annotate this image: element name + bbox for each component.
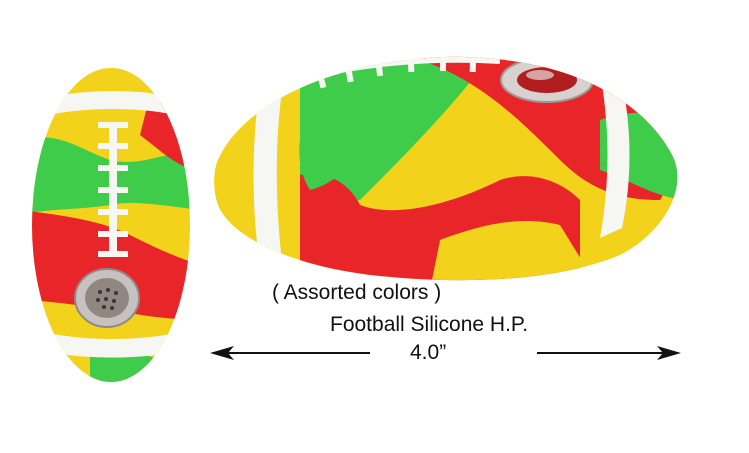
- arrow-right-icon: [537, 346, 681, 360]
- football-front-view: [32, 68, 190, 382]
- arrow-left-icon: [210, 346, 370, 360]
- product-name-label: Football Silicone H.P.: [330, 313, 529, 336]
- assorted-colors-label: ( Assorted colors ): [272, 281, 442, 304]
- product-size-label: 4.0”: [410, 341, 447, 364]
- football-side-view: [214, 56, 678, 281]
